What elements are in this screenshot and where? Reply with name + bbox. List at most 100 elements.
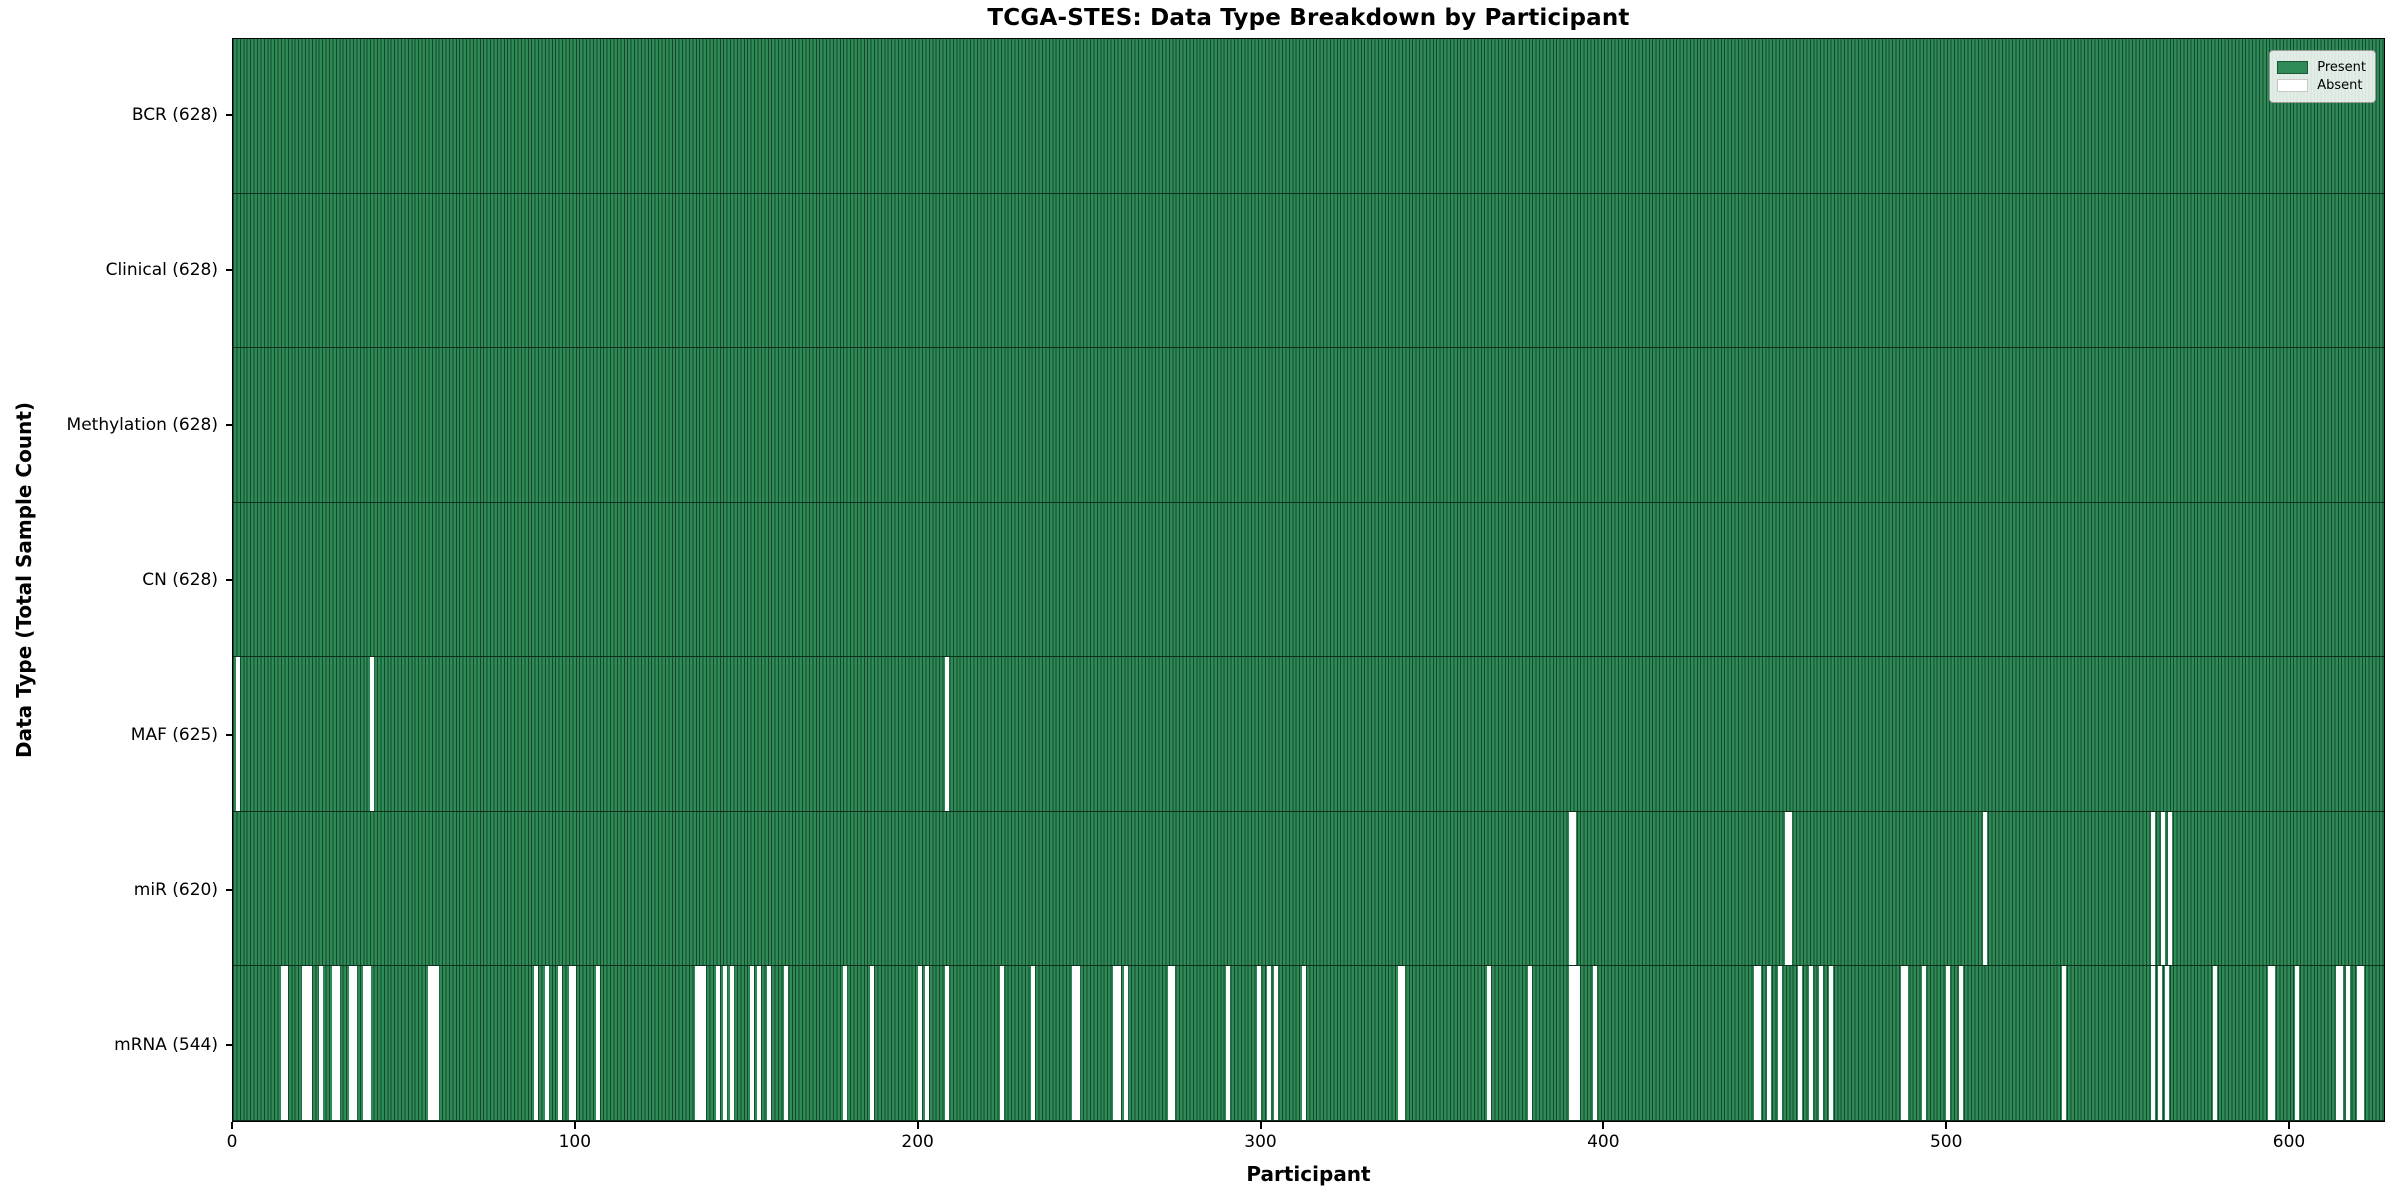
- absent-stripe: [1000, 966, 1005, 1120]
- absent-stripe: [318, 966, 323, 1120]
- absent-stripe: [1808, 966, 1813, 1120]
- absent-stripe: [1767, 966, 1772, 1120]
- absent-stripe: [918, 966, 923, 1120]
- absent-stripe: [729, 966, 734, 1120]
- y-tick-mark: [226, 114, 232, 117]
- x-axis-ticks: 0 100 200 300 400 500 600: [227, 1122, 2385, 1168]
- x-tick-label-500: 500: [1929, 1132, 1963, 1152]
- absent-stripe: [366, 966, 371, 1120]
- heatmap-row-maf: [233, 657, 2384, 812]
- absent-stripe: [1788, 811, 1793, 966]
- absent-stripe: [1031, 966, 1036, 1120]
- heatmap-row-mrna: [233, 966, 2384, 1121]
- y-tick-mark: [226, 888, 232, 891]
- x-tick-label-100: 100: [558, 1132, 592, 1152]
- absent-stripe: [1123, 966, 1128, 1120]
- absent-stripe: [428, 966, 433, 1120]
- absent-stripe: [534, 966, 539, 1120]
- absent-stripe: [1568, 966, 1573, 1120]
- x-tick-mark: [1602, 1122, 1605, 1129]
- x-tick-mark: [573, 1122, 576, 1129]
- absent-stripe: [1301, 966, 1306, 1120]
- absent-stripe: [698, 966, 703, 1120]
- absent-stripe: [842, 966, 847, 1120]
- absent-stripe: [1267, 966, 1272, 1120]
- chart-title: TCGA-STES: Data Type Breakdown by Partic…: [987, 5, 1630, 31]
- absent-stripe: [1226, 966, 1231, 1120]
- absent-stripe: [2164, 966, 2169, 1120]
- absent-swatch-icon: [2277, 79, 2309, 92]
- x-tick-mark: [1259, 1122, 1262, 1129]
- absent-stripe: [715, 966, 720, 1120]
- y-tick-label-bcr: BCR (628): [131, 105, 218, 126]
- absent-stripe: [308, 966, 313, 1120]
- absent-stripe: [2161, 811, 2166, 966]
- x-tick-mark: [916, 1122, 919, 1129]
- absent-stripe: [1818, 966, 1823, 1120]
- legend-label-present: Present: [2317, 60, 2366, 75]
- absent-stripe: [1575, 966, 1580, 1120]
- absent-stripe: [1527, 966, 1532, 1120]
- x-axis-title: Participant: [1246, 1162, 1371, 1186]
- absent-stripe: [924, 966, 929, 1120]
- absent-stripe: [370, 657, 374, 811]
- absent-stripe: [2157, 966, 2162, 1120]
- absent-stripe: [1072, 966, 1077, 1120]
- absent-stripe: [945, 657, 950, 811]
- absent-stripe: [784, 966, 789, 1120]
- absent-stripe: [722, 966, 727, 1120]
- absent-stripe: [1921, 966, 1926, 1120]
- absent-stripe: [363, 966, 368, 1120]
- absent-stripe: [236, 657, 241, 811]
- absent-stripe: [2339, 966, 2344, 1120]
- absent-stripe: [1757, 966, 1762, 1120]
- absent-stripe: [1904, 966, 1909, 1120]
- plot-area: Present Absent: [232, 38, 2385, 1122]
- absent-stripe: [544, 966, 549, 1120]
- x-tick-mark: [1945, 1122, 1948, 1129]
- absent-stripe: [2270, 966, 2275, 1120]
- y-tick-label-maf: MAF (625): [130, 724, 218, 745]
- absent-stripe: [695, 966, 700, 1120]
- y-tick-label-methylation: Methylation (628): [66, 415, 218, 436]
- y-tick-mark: [226, 733, 232, 736]
- absent-stripe: [1572, 811, 1577, 966]
- absent-stripe: [2168, 811, 2173, 966]
- heatmap-row-cn: [233, 502, 2384, 658]
- present-swatch-icon: [2277, 61, 2309, 74]
- absent-stripe: [2062, 966, 2067, 1120]
- absent-stripe: [2356, 966, 2361, 1120]
- absent-stripe: [1274, 966, 1279, 1120]
- absent-stripe: [767, 966, 772, 1120]
- absent-stripe: [750, 966, 755, 1120]
- absent-stripe: [1400, 966, 1405, 1120]
- legend-label-absent: Absent: [2317, 78, 2363, 93]
- y-tick-mark: [226, 579, 232, 581]
- absent-stripe: [1753, 966, 1758, 1120]
- absent-stripe: [558, 966, 563, 1120]
- absent-stripe: [1113, 966, 1118, 1120]
- absent-stripe: [1171, 966, 1176, 1120]
- absent-stripe: [2151, 811, 2156, 966]
- absent-stripe: [1568, 811, 1573, 966]
- absent-stripe: [435, 966, 440, 1120]
- x-tick-label-600: 600: [2272, 1132, 2306, 1152]
- y-tick-mark: [226, 424, 232, 427]
- absent-stripe: [352, 966, 357, 1120]
- y-tick-mark: [226, 1043, 232, 1046]
- absent-stripe: [1592, 966, 1597, 1120]
- absent-stripe: [335, 966, 340, 1120]
- x-tick-label-200: 200: [901, 1132, 934, 1152]
- absent-stripe: [2360, 966, 2365, 1120]
- legend-entry-absent: Absent: [2277, 78, 2366, 93]
- absent-stripe: [1901, 966, 1906, 1120]
- absent-stripe: [304, 966, 309, 1120]
- absent-stripe: [757, 966, 762, 1120]
- heatmap-row-clinical: [233, 193, 2384, 349]
- absent-stripe: [572, 966, 577, 1120]
- absent-stripe: [301, 966, 306, 1120]
- absent-stripe: [1572, 966, 1577, 1120]
- absent-stripe: [1257, 966, 1262, 1120]
- absent-stripe: [2336, 966, 2341, 1120]
- absent-stripe: [568, 966, 573, 1120]
